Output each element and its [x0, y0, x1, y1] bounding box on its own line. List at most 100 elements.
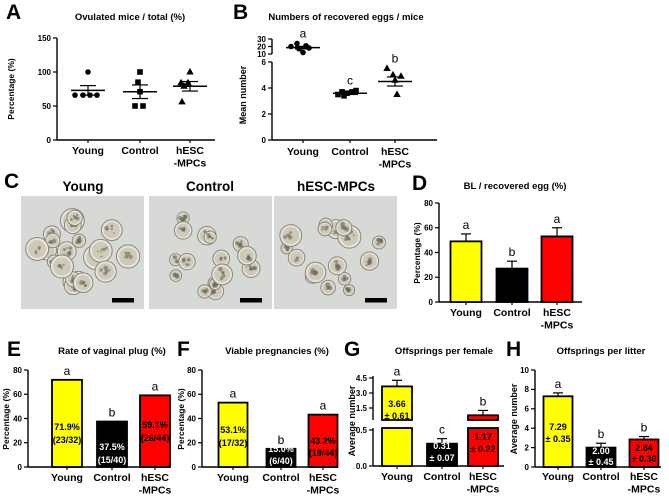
svg-text:(6/40): (6/40): [269, 456, 293, 466]
bar-Young: [51, 378, 83, 468]
panel-b-title: Numbers of recovered eggs / mice: [268, 12, 424, 23]
svg-text:hESC: hESC: [543, 307, 571, 319]
svg-text:0: 0: [262, 136, 267, 145]
micrograph-Young: [21, 196, 144, 309]
svg-text:2: 2: [525, 443, 530, 452]
panel-g: G Offsprings per female 0.0 0.5 1.5 3.0 4.5 a…: [344, 335, 510, 504]
svg-text:(23/32): (23/32): [53, 435, 82, 445]
micrograph-label-control: Control: [186, 179, 234, 194]
panel-g-title: Offsprings per female: [394, 346, 494, 357]
svg-text:1.5: 1.5: [356, 404, 368, 413]
svg-text:± 0.61: ± 0.61: [385, 411, 410, 421]
svg-text:20: 20: [187, 439, 196, 448]
svg-text:80: 80: [424, 199, 433, 208]
svg-text:Young: Young: [450, 307, 482, 319]
svg-text:3.0: 3.0: [356, 389, 368, 398]
svg-text:1.17: 1.17: [474, 432, 492, 442]
svg-text:Young: Young: [51, 472, 83, 484]
svg-text:20: 20: [13, 439, 22, 448]
svg-text:40: 40: [187, 414, 196, 423]
panel-d-chart: 0 20 40 60 80 a b a Young Control hESC-MPCs Percent…: [412, 199, 582, 332]
panel-d-letter: D: [412, 172, 428, 195]
svg-text:-MPCs: -MPCs: [379, 159, 412, 171]
svg-text:± 0.22: ± 0.22: [471, 444, 496, 454]
bar-hESC-MPCs: [540, 227, 574, 303]
svg-text:0: 0: [192, 463, 197, 472]
svg-text:hESC: hESC: [469, 471, 497, 483]
bar-Control: [265, 447, 297, 468]
micrograph-label-hesc-mpcs: hESC-MPCs: [296, 179, 376, 194]
svg-text:b: b: [598, 427, 605, 441]
bar-hESC-MPCs: [467, 409, 499, 467]
svg-text:b: b: [641, 421, 648, 435]
svg-text:hESC: hESC: [630, 471, 658, 483]
svg-text:2.84: 2.84: [635, 443, 653, 453]
svg-text:-MPCs: -MPCs: [541, 320, 574, 332]
svg-text:± 0.35: ± 0.35: [546, 434, 571, 444]
svg-text:Control: Control: [331, 146, 368, 158]
panel-h-title: Offsprings per litter: [556, 346, 646, 357]
svg-text:b: b: [480, 394, 487, 408]
panel-c: C Young Control hESC-MPCs: [0, 170, 410, 335]
scale-bar: [240, 298, 262, 303]
points-Control: [132, 69, 146, 109]
svg-text:Percentage (%): Percentage (%): [1, 388, 11, 450]
svg-text:Control: Control: [121, 145, 158, 157]
svg-text:Young: Young: [381, 471, 413, 483]
svg-text:100: 100: [38, 68, 52, 77]
svg-text:Control: Control: [262, 472, 299, 484]
svg-text:Young: Young: [217, 472, 249, 484]
panel-e-letter: E: [7, 338, 22, 361]
mean-sem-hESC-MPCs: [173, 80, 207, 92]
svg-text:30: 30: [257, 35, 266, 44]
svg-text:Control: Control: [423, 471, 460, 483]
svg-text:b: b: [109, 406, 116, 420]
svg-text:Percentage (%): Percentage (%): [6, 58, 16, 120]
svg-text:7.29: 7.29: [549, 422, 567, 432]
svg-text:a: a: [320, 399, 327, 413]
panel-h-chart: 0 2 4 6 8 10 a 7.29 ± 0.35 b 2.00± 0.45 b 2.84± 0.30…: [509, 366, 661, 496]
svg-text:b: b: [509, 245, 516, 259]
svg-text:-MPCs: -MPCs: [174, 158, 207, 170]
points-Control: [335, 87, 359, 99]
svg-text:Average number: Average number: [509, 383, 519, 454]
svg-text:hESC: hESC: [381, 146, 409, 158]
svg-text:0.0: 0.0: [356, 462, 368, 471]
panel-e-chart: 0 20 40 60 80 a 71.9% (23/32) b 37.5% (15/40) a 59.1…: [1, 364, 171, 497]
bar-Young: [542, 392, 574, 468]
svg-text:2.00: 2.00: [592, 446, 610, 456]
svg-text:40: 40: [13, 414, 22, 423]
svg-text:Young: Young: [72, 145, 104, 157]
bar-hESC-MPCs: [628, 435, 660, 468]
bar-Young: [449, 233, 483, 303]
svg-text:0.5: 0.5: [356, 426, 368, 435]
svg-text:hESC: hESC: [141, 472, 169, 484]
svg-text:10: 10: [520, 366, 529, 375]
panel-d: D BL / recovered egg (%) 0 20 40 60 80 a b a You…: [410, 170, 669, 335]
points-Young: [72, 69, 100, 98]
svg-text:53.1%: 53.1%: [220, 425, 246, 435]
svg-text:(17/32): (17/32): [219, 438, 248, 448]
svg-text:0: 0: [47, 136, 52, 145]
bar-hESC-MPCs: [139, 394, 171, 468]
panel-a: A Ovulated mice / total (%) 0 50 100 150 You…: [0, 0, 230, 170]
panel-g-letter: G: [344, 338, 361, 361]
svg-text:a: a: [394, 364, 401, 378]
svg-text:Control: Control: [493, 307, 530, 319]
svg-text:4.5: 4.5: [356, 374, 368, 383]
svg-text:Average number: Average number: [347, 385, 357, 456]
svg-text:c: c: [439, 423, 445, 437]
panel-e: E Rate of vaginal plug (%) 0 20 40 60 80 a 71.…: [0, 335, 172, 504]
svg-text:8: 8: [525, 385, 530, 394]
panel-f-letter: F: [177, 338, 190, 361]
svg-text:-MPCs: -MPCs: [307, 485, 340, 497]
svg-text:43.2%: 43.2%: [310, 436, 336, 446]
svg-text:4: 4: [525, 424, 530, 433]
panel-g-chart: 0.0 0.5 1.5 3.0 4.5 a 3.66 ± 0.61 c 0.31 ± 0.07 b 1.…: [347, 364, 504, 496]
svg-text:50: 50: [42, 102, 51, 111]
svg-text:± 0.45: ± 0.45: [589, 457, 614, 467]
svg-text:0: 0: [525, 463, 530, 472]
svg-text:hESC: hESC: [176, 145, 204, 157]
svg-text:Control: Control: [582, 471, 619, 483]
